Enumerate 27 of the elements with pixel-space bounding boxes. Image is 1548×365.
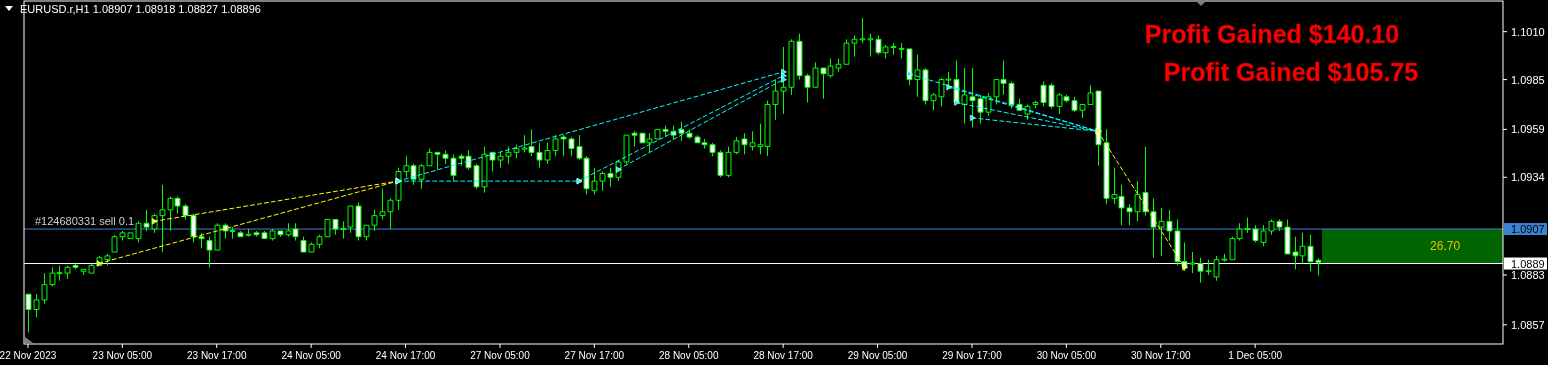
y-tick-label: 1.0883 bbox=[1511, 269, 1545, 282]
x-tick-label: 27 Nov 17:00 bbox=[564, 350, 625, 361]
x-tick-label: 24 Nov 05:00 bbox=[281, 350, 342, 361]
y-tick-label: 1.0959 bbox=[1511, 123, 1545, 136]
x-tick-label: 1 Dec 05:00 bbox=[1228, 350, 1283, 361]
annotation: Profit Gained $140.10 bbox=[1144, 20, 1400, 48]
y-tick-label: 1.0934 bbox=[1511, 171, 1545, 184]
x-tick-label: 28 Nov 05:00 bbox=[659, 350, 719, 361]
annotation: Profit Gained $105.75 bbox=[1163, 58, 1419, 86]
x-tick-label: 29 Nov 05:00 bbox=[847, 350, 908, 361]
band-label: 26.70 bbox=[1430, 239, 1461, 254]
annotation: #124680331 sell 0.1 bbox=[35, 215, 135, 228]
ref-line-label: 1.0907 bbox=[1511, 223, 1545, 236]
chart-title: EURUSD.r,H1 1.08907 1.08918 1.08827 1.08896 bbox=[20, 3, 261, 15]
x-tick-label: 23 Nov 05:00 bbox=[92, 350, 153, 361]
ref-line-label: 1.0889 bbox=[1511, 257, 1545, 270]
x-tick-label: 22 Nov 2023 bbox=[0, 350, 57, 361]
x-tick-label: 23 Nov 17:00 bbox=[186, 350, 247, 361]
y-tick-label: 1.0985 bbox=[1511, 73, 1545, 86]
x-tick-label: 30 Nov 17:00 bbox=[1131, 350, 1191, 361]
x-tick-label: 28 Nov 17:00 bbox=[753, 350, 814, 361]
x-tick-label: 27 Nov 05:00 bbox=[470, 350, 531, 361]
x-tick-label: 24 Nov 17:00 bbox=[375, 350, 436, 361]
x-tick-label: 30 Nov 05:00 bbox=[1036, 350, 1097, 361]
y-tick-label: 1.1010 bbox=[1511, 25, 1545, 38]
x-tick-label: 29 Nov 17:00 bbox=[942, 350, 1003, 361]
y-tick-label: 1.0857 bbox=[1511, 318, 1545, 331]
